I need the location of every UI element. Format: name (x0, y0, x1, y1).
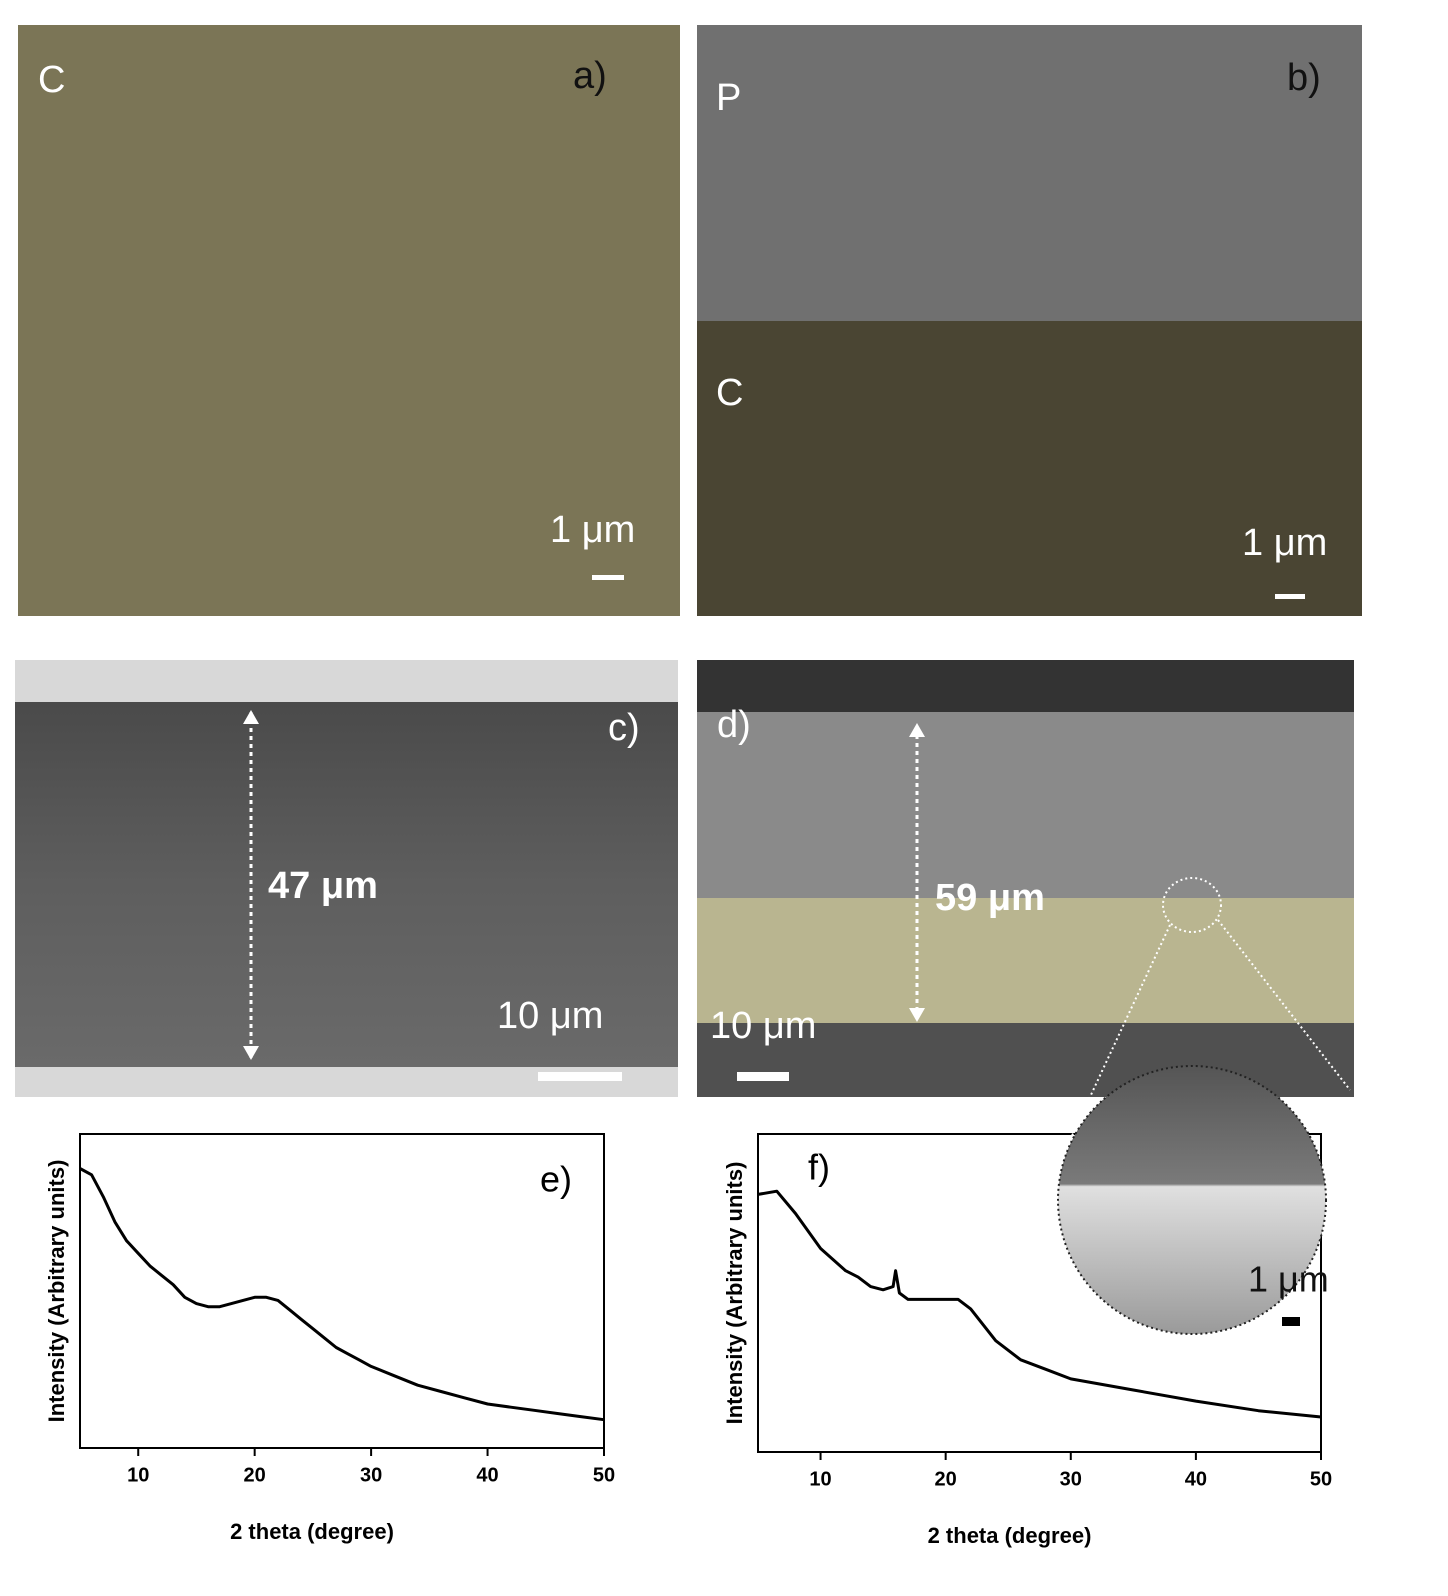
scale-bar (1275, 594, 1305, 599)
x-tick-label: 10 (809, 1468, 831, 1490)
panel-label: a) (573, 55, 607, 97)
zoom-region (1162, 877, 1222, 933)
xrd-curve (79, 1167, 605, 1422)
sem-layer-p (697, 712, 1354, 902)
scale-label: 10 μm (710, 1005, 816, 1047)
x-tick-label: 40 (1185, 1468, 1207, 1490)
panel-label: e) (540, 1159, 572, 1200)
sem-background (697, 660, 1354, 715)
thickness-label: 59 μm (935, 877, 1045, 919)
scale-bar (538, 1072, 622, 1081)
panel-label: f) (808, 1147, 830, 1188)
x-tick-label: 50 (593, 1464, 615, 1486)
panel-label: c) (608, 707, 640, 749)
layer-label: P (716, 77, 741, 119)
plot-frame (757, 1133, 1322, 1453)
x-tick-label: 10 (127, 1464, 149, 1486)
layer-label: C (38, 59, 65, 101)
panel-label: b) (1287, 57, 1321, 99)
sem-film (15, 702, 678, 1067)
plot-frame (79, 1133, 605, 1449)
x-axis-label: 2 theta (degree) (230, 1519, 394, 1544)
x-tick-label: 30 (1060, 1468, 1082, 1490)
scale-bar (592, 575, 624, 580)
panel-label: d) (717, 704, 751, 746)
y-axis-label: Intensity (Arbitrary units) (722, 1162, 747, 1425)
scale-label: 1 μm (1242, 522, 1327, 564)
scale-label: 10 μm (497, 995, 603, 1037)
xrd-curve (757, 1189, 1322, 1419)
x-axis-label: 2 theta (degree) (928, 1523, 1092, 1548)
thickness-label: 47 μm (268, 865, 378, 907)
x-tick-label: 50 (1310, 1468, 1332, 1490)
scale-bar (737, 1072, 789, 1081)
layer-label: C (716, 372, 743, 414)
x-tick-label: 20 (935, 1468, 957, 1490)
sem-image-a (18, 25, 680, 616)
x-tick-label: 20 (244, 1464, 266, 1486)
y-axis-label: Intensity (Arbitrary units) (44, 1160, 69, 1423)
x-tick-label: 40 (476, 1464, 498, 1486)
x-tick-label: 30 (360, 1464, 382, 1486)
scale-label: 1 μm (550, 509, 635, 551)
sem-image-b-top (697, 25, 1362, 321)
sem-image-b-bottom (697, 321, 1362, 616)
